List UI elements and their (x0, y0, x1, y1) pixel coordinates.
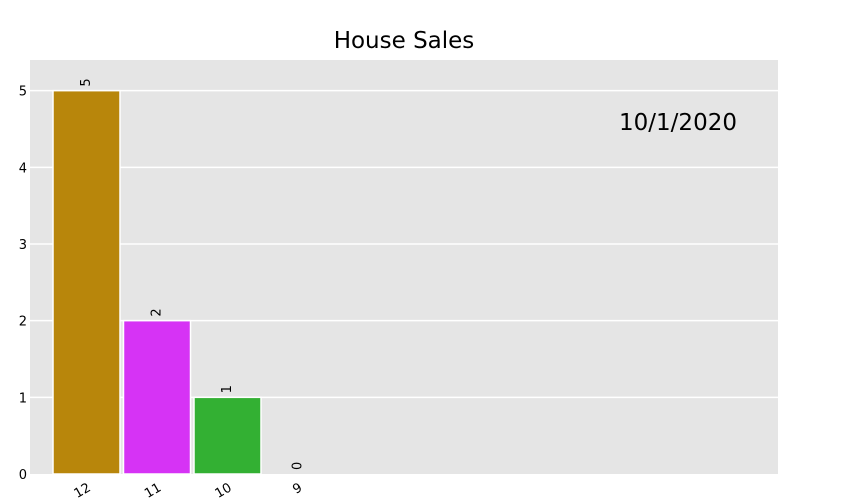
y-tick-labels: 0 1 2 3 4 5 (19, 85, 27, 483)
x-tick-labels: 12 11 10 9 (72, 480, 305, 501)
data-label-12: 5 (79, 78, 94, 86)
y-tick-label: 1 (19, 391, 27, 406)
data-label-9: 0 (291, 462, 306, 470)
data-label-11: 2 (150, 308, 165, 316)
y-tick-label: 4 (19, 161, 27, 176)
y-tick-label: 0 (19, 468, 27, 483)
y-tick-label: 2 (19, 315, 27, 330)
bars (52, 89, 262, 475)
bar-12 (52, 89, 121, 475)
bar-11 (122, 319, 192, 475)
data-labels: 5 2 1 0 (79, 78, 306, 470)
x-tick-label-9: 9 (290, 480, 305, 497)
x-tick-label-11: 11 (142, 480, 164, 501)
x-tick-label-10: 10 (213, 480, 235, 501)
bar-10 (193, 396, 262, 475)
x-tick-label-12: 12 (72, 480, 94, 501)
date-annotation: 10/1/2020 (619, 110, 737, 136)
data-label-10: 1 (220, 385, 235, 393)
y-tick-label: 5 (19, 85, 27, 100)
y-tick-label: 3 (19, 238, 27, 253)
chart-title: House Sales (334, 28, 475, 54)
